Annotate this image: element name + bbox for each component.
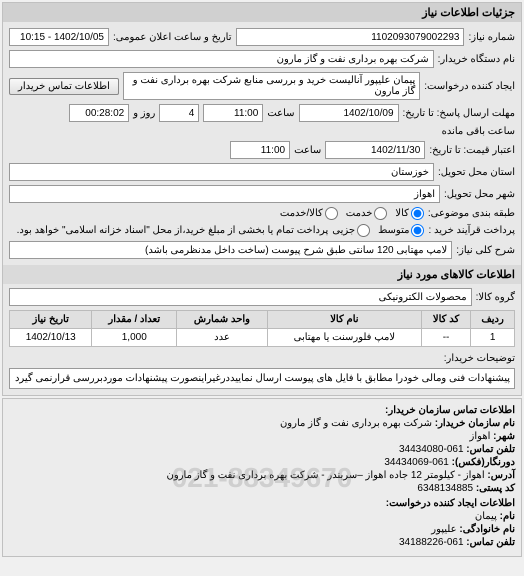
cell-code: -- [421, 329, 470, 347]
col-date: تاریخ نیاز [10, 311, 92, 329]
province-label: استان محل تحویل: [438, 167, 515, 178]
resp-time-label: ساعت [267, 108, 294, 119]
days-field: 4 [159, 104, 199, 122]
details-panel: جزئیات اطلاعات نیاز شماره نیاز: 11020930… [2, 2, 522, 396]
post-label: کد پستی: [476, 483, 515, 494]
addr-label: آدرس: [487, 470, 515, 481]
radio-goods[interactable]: کالا [395, 207, 424, 220]
valid-until-label: اعتبار قیمت: تا تاریخ: [429, 145, 515, 156]
radio-partial-label: جزیی [332, 225, 355, 236]
group-label: گروه کالا: [476, 292, 515, 303]
ccity-label: شهر: [493, 431, 515, 442]
cphone-value: 061-34188226 [399, 537, 464, 548]
radio-goods-service-input[interactable] [325, 207, 338, 220]
col-qty: تعداد / مقدار [92, 311, 177, 329]
radio-goods-label: کالا [395, 208, 409, 219]
fax-value: 061-34434069 [384, 457, 449, 468]
contact-header: اطلاعات تماس سازمان خریدار: [385, 405, 515, 416]
ann-date-field: 1402/10/05 - 10:15 [9, 28, 109, 46]
org-label: نام سازمان خریدار: [435, 418, 515, 429]
col-name: نام کالا [267, 311, 421, 329]
items-table: ردیف کد کالا نام کالا واحد شمارش تعداد /… [9, 310, 515, 347]
radio-service-input[interactable] [374, 207, 387, 220]
radio-mid[interactable]: متوسط [378, 224, 424, 237]
valid-date-field: 1402/11/30 [325, 141, 425, 159]
group-field: محصولات الکترونیکی [9, 288, 472, 306]
phone-value: 061-34434080 [399, 444, 464, 455]
cname-value: پیمان [475, 511, 497, 522]
desc-field: لامپ مهتابی 120 سانتی طبق شرح پیوست (ساخ… [9, 241, 452, 259]
subject-radio-group: کالا خدمت کالا/خدمت [280, 207, 424, 220]
city-label: شهر محل تحویل: [444, 189, 515, 200]
cell-date: 1402/10/13 [10, 329, 92, 347]
resp-deadline-label: مهلت ارسال پاسخ: تا تاریخ: [403, 108, 515, 119]
req-no-label: شماره نیاز: [468, 32, 515, 43]
resp-time-field: 11:00 [203, 104, 263, 122]
cell-qty: 1,000 [92, 329, 177, 347]
table-header-row: ردیف کد کالا نام کالا واحد شمارش تعداد /… [10, 311, 515, 329]
radio-goods-input[interactable] [411, 207, 424, 220]
creator-header: اطلاعات ایجاد کننده درخواست: [386, 498, 515, 509]
cname-label: نام: [500, 511, 515, 522]
buyer-note: پیشنهادات فنی ومالی خودرا مطابق با فایل … [9, 368, 515, 389]
phone-label: تلفن تماس: [466, 444, 515, 455]
partial-radio-group: متوسط جزیی [332, 224, 424, 237]
req-no-field: 1102093079002293 [236, 28, 465, 46]
panel-title: جزئیات اطلاعات نیاز [3, 3, 521, 22]
post-value: 6348134885 [417, 483, 473, 494]
org-value: شرکت بهره برداری نفت و گاز مارون [280, 418, 432, 429]
creator-field: پیمان علیپور آنالیست خرید و بررسی منابع … [123, 72, 420, 100]
days-label: روز و [133, 108, 155, 119]
buyer-org-field: شرکت بهره برداری نفت و گاز مارون [9, 50, 434, 68]
radio-goods-service[interactable]: کالا/خدمت [280, 207, 338, 220]
buyer-note-label: توضیحات خریدار: [444, 353, 515, 364]
radio-partial-input[interactable] [357, 224, 370, 237]
valid-time-label: ساعت [294, 145, 321, 156]
resp-date-field: 1402/10/09 [299, 104, 399, 122]
addr-value: اهواز - کیلومتر 12 جاده اهواز –سربندر - … [167, 470, 485, 481]
clname-value: علیپور [431, 524, 456, 535]
contact-button[interactable]: اطلاعات تماس خریدار [9, 78, 119, 95]
partial-note: پرداخت تمام یا بخشی از مبلغ خرید،از محل … [9, 225, 328, 236]
radio-mid-label: متوسط [378, 225, 409, 236]
creator-label: ایجاد کننده درخواست: [424, 81, 515, 92]
ann-date-label: تاریخ و ساعت اعلان عمومی: [113, 32, 232, 43]
contact-section: 021-88349670 اطلاعات تماس سازمان خریدار:… [2, 398, 522, 557]
radio-service-label: خدمت [346, 208, 373, 219]
col-unit: واحد شمارش [177, 311, 268, 329]
radio-service[interactable]: خدمت [346, 207, 388, 220]
cell-row: 1 [471, 329, 515, 347]
radio-partial[interactable]: جزیی [332, 224, 370, 237]
cell-name: لامپ فلورسنت یا مهتابی [267, 329, 421, 347]
fax-label: دورنگار(فکس): [452, 457, 515, 468]
buyer-org-label: نام دستگاه خریدار: [438, 54, 515, 65]
table-row[interactable]: 1 -- لامپ فلورسنت یا مهتابی عدد 1,000 14… [10, 329, 515, 347]
city-field: اهواز [9, 185, 440, 203]
clname-label: نام خانوادگی: [459, 524, 515, 535]
desc-label: شرح کلی نیاز: [456, 245, 515, 256]
cphone-label: تلفن تماس: [466, 537, 515, 548]
items-header: اطلاعات کالاهای مورد نیاز [3, 265, 521, 284]
province-field: خوزستان [9, 163, 434, 181]
ccity-value: اهواز [470, 431, 491, 442]
col-code: کد کالا [421, 311, 470, 329]
subject-cat-label: طبقه بندی موضوعی: [428, 208, 515, 219]
radio-mid-input[interactable] [411, 224, 424, 237]
valid-time-field: 11:00 [230, 141, 290, 159]
partial-label: پرداخت قرآیند خرید : [428, 225, 515, 236]
remain-time-field: 00:28:02 [69, 104, 129, 122]
col-row: ردیف [471, 311, 515, 329]
cell-unit: عدد [177, 329, 268, 347]
remain-label: ساعت باقی مانده [442, 126, 515, 137]
radio-goods-service-label: کالا/خدمت [280, 208, 323, 219]
